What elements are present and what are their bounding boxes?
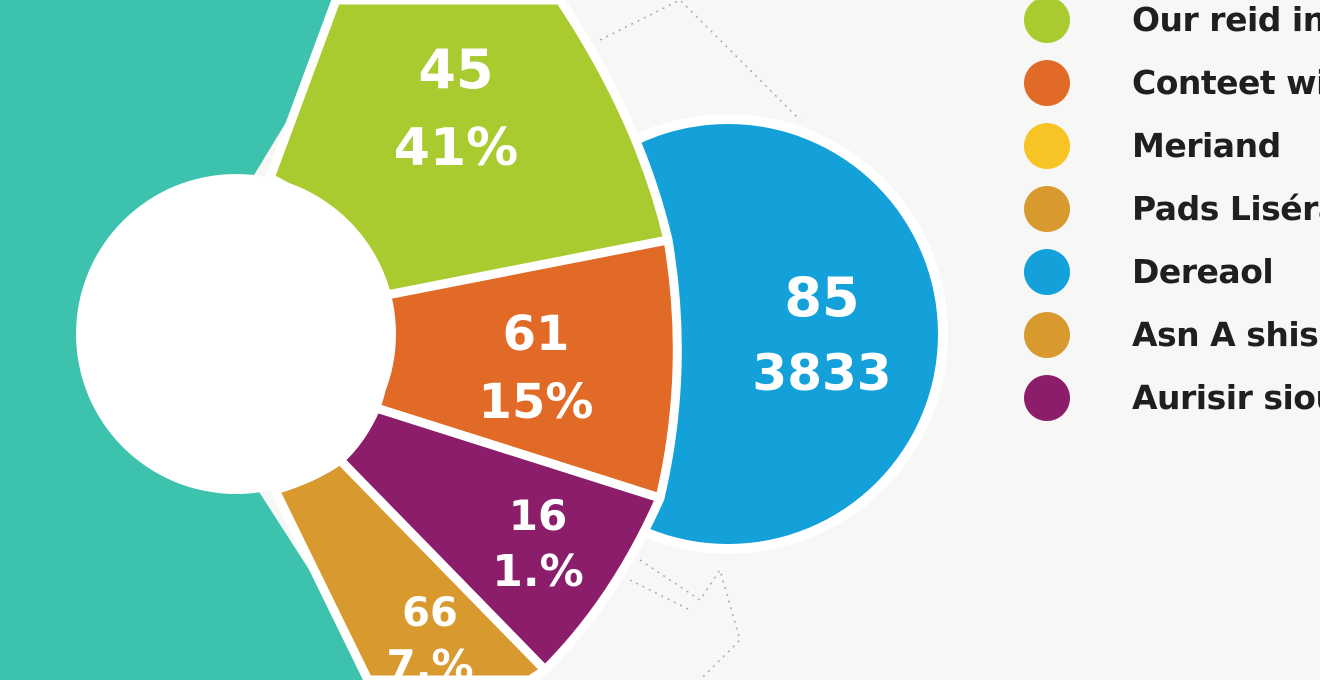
- legend-label: Conteet wit: [1132, 63, 1320, 102]
- legend-item: Asn A shis i: [1024, 303, 1320, 366]
- pie-segment-mustard: [270, 455, 550, 680]
- legend-label: Meriand: [1132, 126, 1281, 165]
- legend-swatch: [1024, 311, 1070, 358]
- legend-item: Our reid inz: [1024, 0, 1320, 51]
- segment-percent-label-mustard: 7.%: [386, 641, 473, 680]
- legend-label: Our reid inz: [1132, 0, 1320, 39]
- legend-item: Meriand: [1024, 114, 1320, 177]
- legend-swatch: [1024, 122, 1070, 169]
- legend-swatch: [1024, 248, 1070, 295]
- legend-label: Pads Liséra: [1132, 189, 1320, 228]
- segment-percent-label-orange: 15%: [479, 374, 594, 430]
- legend-label: Dereaol: [1132, 252, 1274, 291]
- segment-value-label-lime: 45: [418, 38, 493, 101]
- segment-value-label-blue: 85: [784, 266, 859, 329]
- segment-percent-label-purple: 1.%: [492, 546, 583, 597]
- legend-swatch: [1024, 59, 1070, 106]
- legend-swatch: [1024, 185, 1070, 232]
- legend-item: Pads Liséra: [1024, 177, 1320, 240]
- legend-item: Aurisir siou: [1024, 366, 1320, 429]
- legend-swatch: [1024, 374, 1070, 421]
- legend-label: Aurisir siou: [1132, 378, 1320, 417]
- legend-item: Conteet wit: [1024, 51, 1320, 114]
- segment-percent-label-lime: 41%: [394, 118, 518, 178]
- segment-value-label-orange: 61: [503, 306, 570, 362]
- pie-segment-purple: [335, 403, 665, 675]
- legend-label: Asn A shis i: [1132, 315, 1320, 354]
- segment-percent-label-blue: 3833: [752, 344, 891, 402]
- legend: Our reid inz Conteet wit Meriand Pads Lisér…: [1024, 0, 1320, 429]
- center-hole: [84, 182, 388, 486]
- legend-item: Dereaol: [1024, 240, 1320, 303]
- segment-value-label-purple: 16: [509, 491, 567, 540]
- segment-value-label-mustard: 66: [402, 590, 458, 636]
- legend-swatch: [1024, 0, 1070, 43]
